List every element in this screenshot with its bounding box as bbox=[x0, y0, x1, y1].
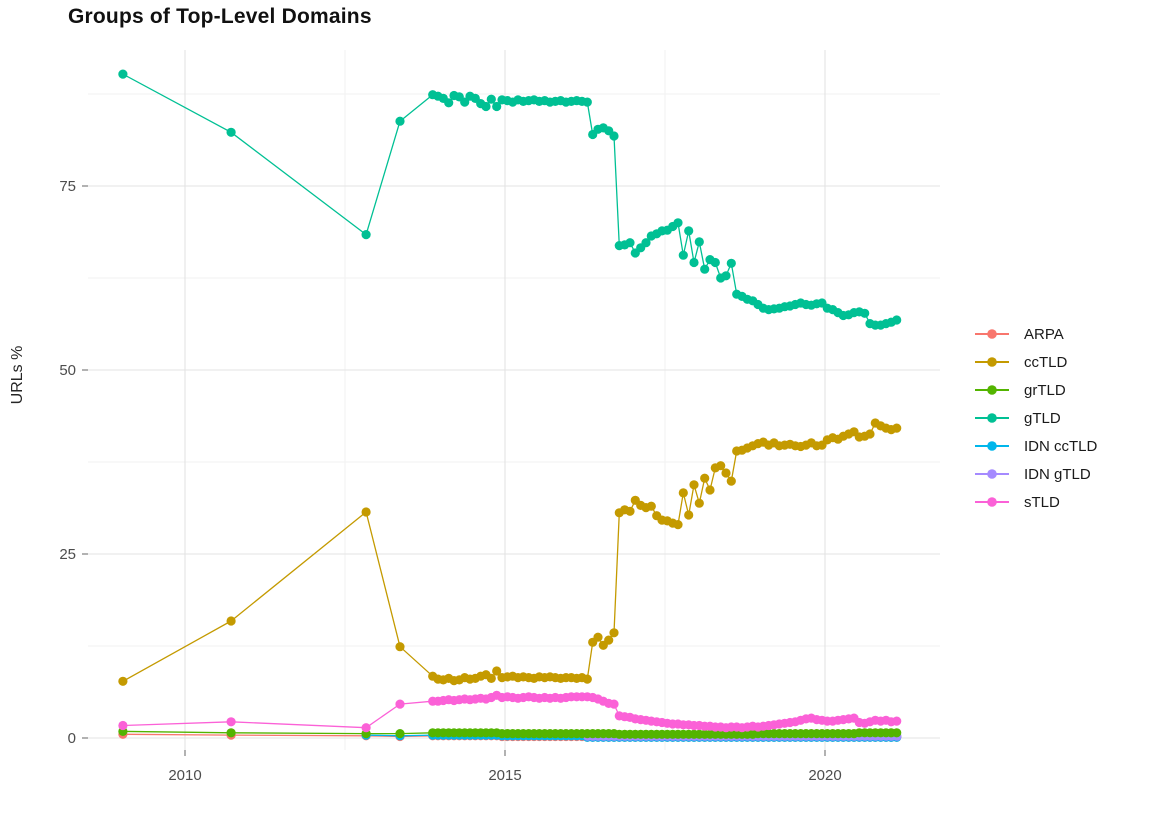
legend-item-idn-gtld: IDN gTLD bbox=[972, 460, 1097, 488]
series-point-cctld bbox=[678, 488, 688, 498]
legend-item-gtld: gTLD bbox=[972, 404, 1097, 432]
series-point-gtld bbox=[710, 257, 720, 268]
series-point-cctld bbox=[673, 520, 683, 530]
series-point-cctld bbox=[694, 498, 704, 508]
series-point-gtld bbox=[689, 257, 699, 268]
series-point-cctld bbox=[486, 673, 496, 684]
series-point-gtld bbox=[361, 230, 371, 240]
series-point-gtld bbox=[481, 101, 491, 112]
y-tick-label: 25 bbox=[59, 546, 76, 563]
series-point-grtld bbox=[395, 729, 405, 739]
series-point-cctld bbox=[593, 632, 603, 642]
legend-label: IDN gTLD bbox=[1024, 465, 1091, 483]
series-point-cctld bbox=[118, 676, 128, 686]
series-point-cctld bbox=[700, 473, 710, 483]
series-point-stld bbox=[395, 699, 405, 709]
legend-key-icon bbox=[975, 413, 1009, 423]
legend-key-icon bbox=[975, 469, 1009, 479]
series-point-stld bbox=[609, 699, 619, 709]
series-point-gtld bbox=[492, 101, 502, 112]
series-point-cctld bbox=[492, 666, 502, 676]
series-point-cctld bbox=[609, 628, 619, 638]
legend-key-icon bbox=[975, 357, 1009, 367]
legend-key-icon bbox=[975, 329, 1009, 339]
series-point-cctld bbox=[726, 476, 736, 486]
series-point-gtld bbox=[486, 94, 496, 104]
chart-title: Groups of Top-Level Domains bbox=[68, 5, 372, 28]
legend-label: gTLD bbox=[1024, 409, 1061, 427]
series-point-gtld bbox=[460, 97, 470, 107]
series-point-gtld bbox=[582, 97, 592, 107]
y-axis-title: URLs % bbox=[9, 346, 26, 405]
series-point-gtld bbox=[684, 226, 694, 236]
series-point-gtld bbox=[678, 250, 688, 260]
series-point-cctld bbox=[721, 468, 731, 478]
y-tick-label: 75 bbox=[59, 178, 76, 195]
series-line-gtld bbox=[122, 73, 897, 326]
series-point-gtld bbox=[860, 308, 870, 318]
legend-key-icon bbox=[975, 497, 1009, 507]
series-point-cctld bbox=[684, 510, 694, 520]
legend-item-cctld: ccTLD bbox=[972, 348, 1097, 376]
series-point-cctld bbox=[604, 635, 614, 645]
series-point-gtld bbox=[625, 238, 635, 248]
legend-key-icon bbox=[975, 385, 1009, 395]
series-point-cctld bbox=[395, 642, 405, 652]
series-point-grtld bbox=[892, 728, 902, 738]
series-point-cctld bbox=[865, 429, 875, 439]
legend-label: grTLD bbox=[1024, 381, 1066, 399]
y-tick-label: 0 bbox=[68, 730, 76, 747]
x-tick-label: 2010 bbox=[168, 767, 201, 784]
series-point-cctld bbox=[892, 423, 902, 433]
series-point-gtld bbox=[641, 238, 651, 248]
x-tick-label: 2020 bbox=[808, 767, 841, 784]
series-point-gtld bbox=[673, 218, 683, 228]
legend: ARPA ccTLD grTLD gTLD IDN ccTLD IDN gTLD sTLD bbox=[972, 320, 1097, 516]
series-point-cctld bbox=[705, 485, 715, 495]
series-point-stld bbox=[361, 723, 371, 733]
series-point-cctld bbox=[646, 501, 656, 511]
series-point-grtld bbox=[226, 728, 236, 738]
series-point-stld bbox=[226, 717, 236, 727]
series-point-gtld bbox=[444, 98, 454, 108]
series-point-cctld bbox=[716, 461, 726, 471]
legend-label: IDN ccTLD bbox=[1024, 437, 1098, 455]
series-point-cctld bbox=[361, 507, 371, 517]
series-point-gtld bbox=[226, 127, 236, 137]
series-point-stld bbox=[892, 716, 902, 726]
series-point-gtld bbox=[892, 315, 902, 325]
series-point-gtld bbox=[118, 69, 128, 79]
series-point-cctld bbox=[582, 674, 592, 684]
legend-item-idn-cctld: IDN ccTLD bbox=[972, 432, 1097, 460]
series-point-stld bbox=[118, 720, 128, 731]
series-point-cctld bbox=[689, 480, 699, 490]
series-point-gtld bbox=[700, 264, 710, 274]
series-point-gtld bbox=[395, 116, 405, 126]
series-point-cctld bbox=[625, 506, 635, 516]
legend-label: ARPA bbox=[1024, 325, 1064, 343]
y-tick-label: 50 bbox=[59, 362, 76, 379]
series-point-gtld bbox=[609, 131, 619, 141]
legend-key-icon bbox=[975, 441, 1009, 451]
legend-item-arpa: ARPA bbox=[972, 320, 1097, 348]
x-tick-label: 2015 bbox=[488, 767, 521, 784]
series-point-gtld bbox=[726, 258, 736, 268]
series-point-gtld bbox=[721, 271, 731, 281]
legend-item-grtld: grTLD bbox=[972, 376, 1097, 404]
legend-item-stld: sTLD bbox=[972, 488, 1097, 516]
legend-label: ccTLD bbox=[1024, 353, 1068, 371]
legend-label: sTLD bbox=[1024, 493, 1060, 511]
series-point-cctld bbox=[226, 616, 236, 626]
series-point-gtld bbox=[694, 237, 704, 247]
